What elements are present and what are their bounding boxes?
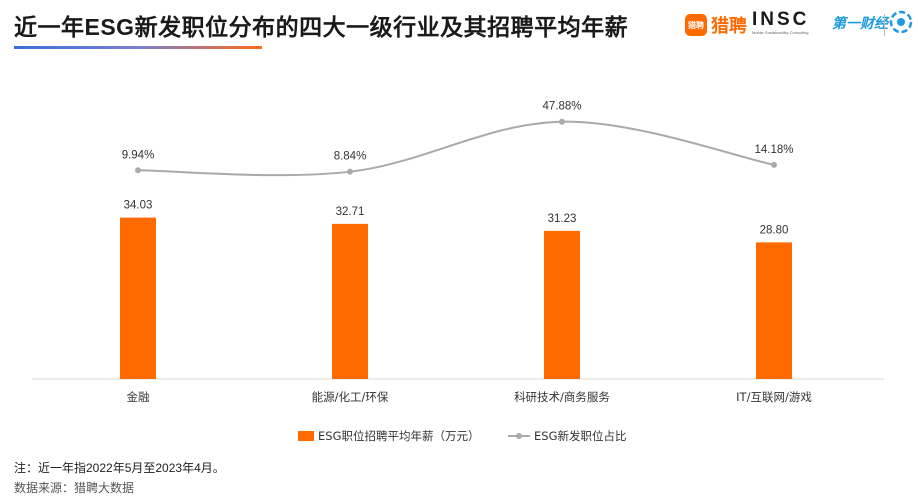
legend-label-line: ESG新发职位占比 — [534, 429, 626, 443]
legend-swatch-bar — [298, 431, 314, 441]
bar-salary — [120, 217, 156, 379]
bar-salary — [544, 230, 580, 379]
data-source: 数据来源：猎聘大数据 — [14, 481, 135, 495]
line-point — [771, 161, 777, 168]
line-value-label: 8.84% — [334, 151, 367, 163]
title-underline — [14, 46, 262, 49]
bar-salary — [756, 242, 792, 379]
insc-logo-subtitle: Mobile Sustainability Consulting — [752, 30, 809, 35]
bar-value-label: 28.80 — [760, 224, 789, 236]
bar-value-label: 34.03 — [124, 200, 153, 212]
insc-logo: INSC Mobile Sustainability Consulting — [752, 10, 809, 36]
x-tick-label: 能源/化工/环保 — [312, 390, 389, 404]
liepin-logo-icon: 猎聘 — [685, 14, 707, 36]
logo-divider — [884, 14, 885, 36]
legend-label-bar: ESG职位招聘平均年薪（万元） — [318, 429, 479, 443]
bar-value-label: 31.23 — [548, 213, 577, 225]
x-tick-label: 科研技术/商务服务 — [514, 390, 610, 404]
bar-value-label: 32.71 — [336, 206, 365, 218]
line-value-label: 9.94% — [122, 149, 155, 161]
chart-title: 近一年ESG新发职位分布的四大一级行业及其招聘平均年薪 — [14, 14, 629, 40]
yicai-logo-text: 第一财经 — [832, 15, 888, 31]
liepin-logo-text: 猎聘 — [711, 16, 747, 36]
line-series-share — [137, 120, 775, 177]
yicai-logo: 第一财经 — [832, 13, 888, 33]
chart-area: 34.03 32.71 31.23 28.80 金融 能源/化工/环保 科研技术/商务服务 I… — [32, 101, 884, 443]
bar-salary — [332, 223, 368, 379]
line-point — [135, 167, 141, 174]
x-tick-label: IT/互联网/游戏 — [736, 390, 812, 404]
line-point — [347, 168, 353, 175]
legend-swatch-line-marker — [516, 433, 522, 439]
liepin-logo: 猎聘 猎聘 — [685, 12, 747, 38]
line-value-label: 14.18% — [754, 144, 793, 156]
footnote: 注：近一年指2022年5月至2023年4月。 — [14, 461, 225, 475]
insc-logo-text: INSC — [752, 9, 810, 30]
line-point — [559, 118, 565, 125]
line-value-label: 47.88% — [542, 101, 581, 113]
swirl-logo-icon — [889, 10, 913, 34]
x-tick-label: 金融 — [127, 390, 150, 404]
